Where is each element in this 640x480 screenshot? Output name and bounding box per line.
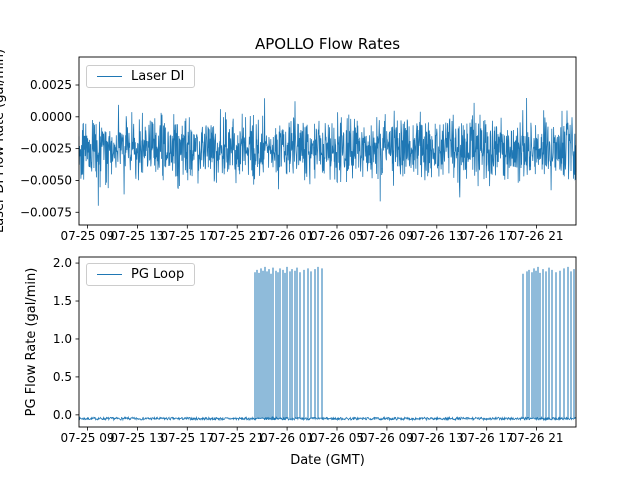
- x-tick-label: 07-26 21: [510, 229, 564, 243]
- pg-spikes: [254, 266, 575, 419]
- x-tick-label: 07-25 09: [61, 431, 115, 445]
- legend-pg-loop: PG Loop: [86, 263, 196, 286]
- y-tick-label: 1.5: [53, 294, 72, 308]
- axes-spines: [78, 56, 577, 226]
- y-axis-label-laser-di: Laser DI Flow Rate (gal/min): [0, 48, 7, 234]
- y-tick-label: 2.0: [53, 256, 72, 270]
- pg-baseline-line: [78, 415, 577, 422]
- x-tick-label: 07-25 21: [210, 229, 264, 243]
- x-tick-label: 07-26 17: [460, 431, 514, 445]
- x-tick-label: 07-26 05: [310, 431, 364, 445]
- x-tick-label: 07-26 13: [410, 431, 464, 445]
- chart-title: APOLLO Flow Rates: [254, 35, 401, 53]
- y-tick-label: 0.0000: [30, 110, 72, 124]
- y-tick-label: 0.0: [53, 408, 72, 422]
- x-tick-label: 07-25 09: [61, 229, 115, 243]
- legend-label-pg-loop: PG Loop: [131, 267, 185, 282]
- x-tick-label: 07-26 01: [260, 431, 314, 445]
- x-tick-label: 07-25 17: [160, 431, 214, 445]
- y-axis-label-pg: PG Flow Rate (gal/min): [24, 267, 39, 417]
- legend-line-swatch-laser-di: [97, 76, 122, 77]
- legend-label-laser-di: Laser DI: [131, 69, 185, 84]
- x-tick-label: 07-26 09: [360, 431, 414, 445]
- x-tick-label: 07-25 17: [160, 229, 214, 243]
- x-tick-label: 07-26 21: [510, 431, 564, 445]
- x-tick-label: 07-26 17: [460, 229, 514, 243]
- axes-spines: [78, 256, 577, 428]
- y-tick-label: 0.0025: [30, 78, 72, 92]
- laser-di-line: [78, 97, 577, 206]
- x-axis-label: Date (GMT): [290, 453, 365, 468]
- x-tick-label: 07-26 09: [360, 229, 414, 243]
- x-tick-label: 07-26 05: [310, 229, 364, 243]
- legend-laser-di: Laser DI: [86, 65, 196, 88]
- x-tick-label: 07-25 21: [210, 431, 264, 445]
- x-tick-label: 07-25 13: [110, 431, 164, 445]
- y-tick-label: 1.0: [53, 332, 72, 346]
- legend-line-swatch-pg-loop: [97, 274, 122, 275]
- x-tick-label: 07-25 13: [110, 229, 164, 243]
- y-tick-label: 0.5: [53, 370, 72, 384]
- x-tick-label: 07-26 01: [260, 229, 314, 243]
- x-tick-label: 07-26 13: [410, 229, 464, 243]
- y-tick-label: −0.0025: [20, 142, 72, 156]
- y-tick-label: −0.0050: [20, 173, 72, 187]
- y-tick-label: −0.0075: [20, 205, 72, 219]
